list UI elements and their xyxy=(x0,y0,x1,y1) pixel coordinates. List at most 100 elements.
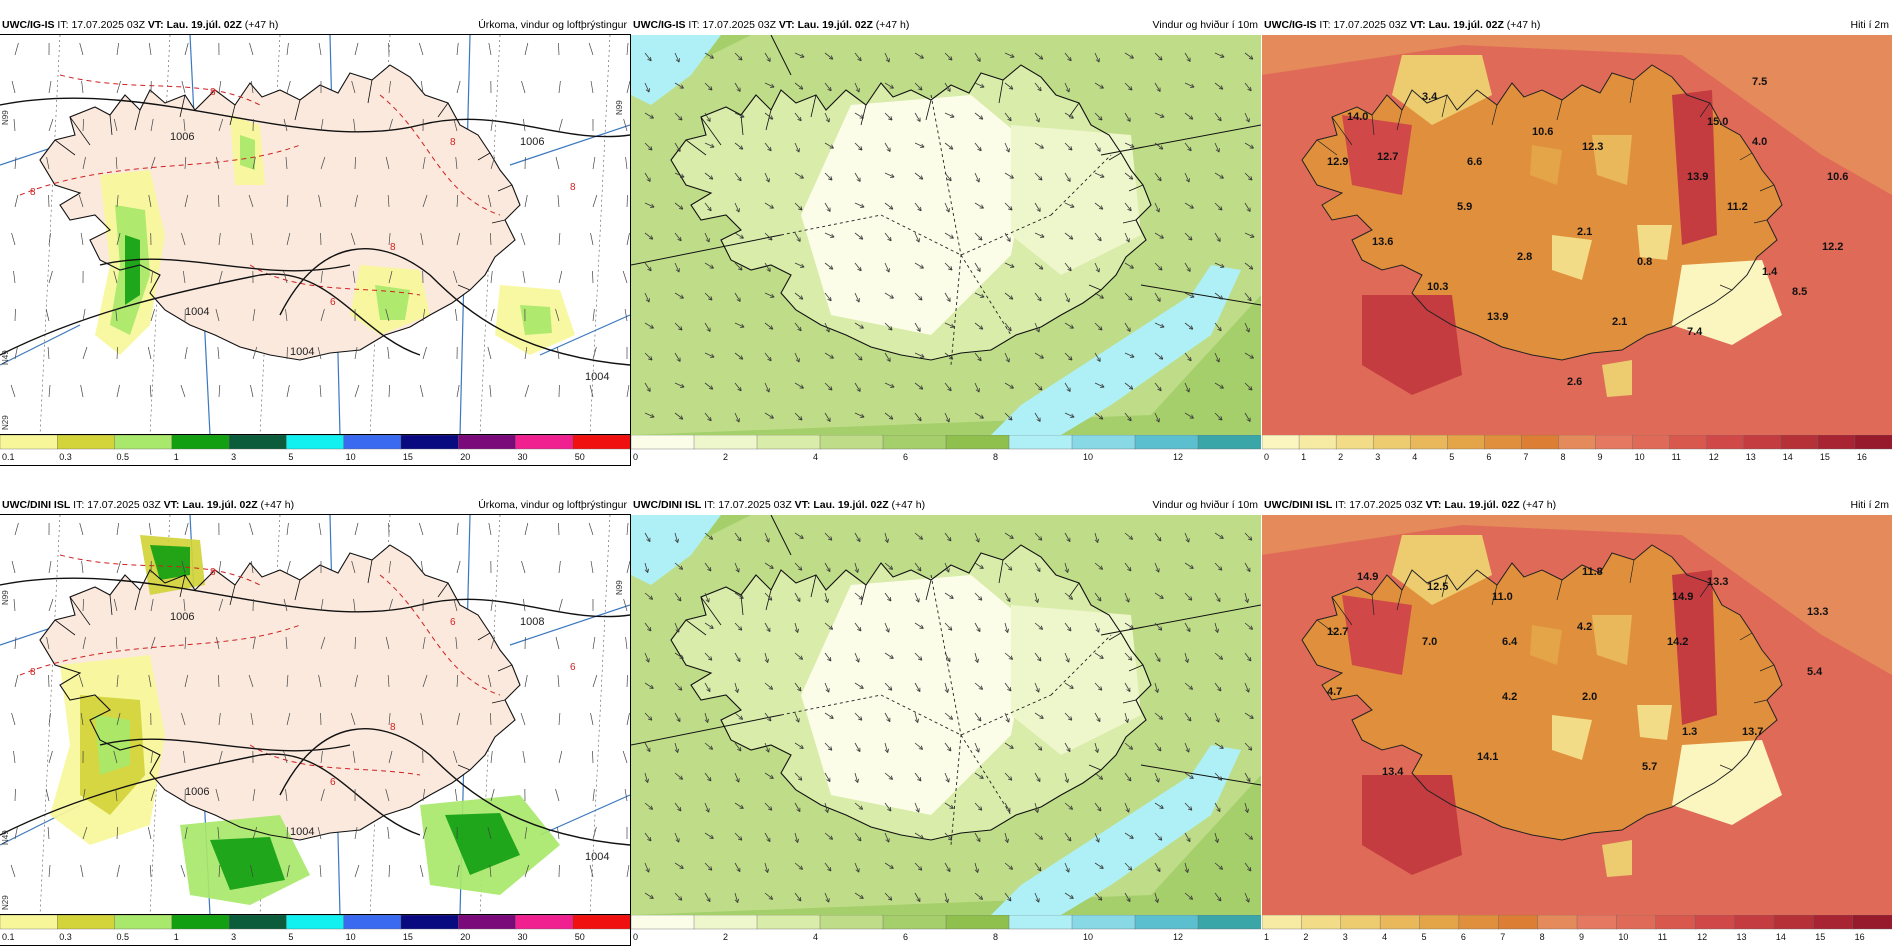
model-name: UWC/DINI ISL xyxy=(633,499,702,511)
temperature-label: 2.6 xyxy=(1567,376,1582,388)
wind-colorbar: 02468101214 xyxy=(631,915,1261,945)
temperature-label: 14.9 xyxy=(1672,591,1693,603)
colorbar-tick-label: 1 xyxy=(174,452,179,462)
temperature-label: 12.9 xyxy=(1327,156,1348,168)
it-value: 17.07.2025 03Z xyxy=(87,499,161,511)
temperature-label: 1.3 xyxy=(1682,726,1697,738)
lead-time: (+47 h) xyxy=(244,19,279,31)
colorbar-tick-label: 5 xyxy=(288,452,293,462)
colorbar-swatch xyxy=(1071,915,1136,930)
colorbar-tick-label: 4 xyxy=(1382,932,1387,942)
colorbar-swatch xyxy=(631,435,695,450)
temp-map: 14.9 12.5 11.8 13.3 11.0 14.9 13.3 12.7 7.0 6.4 4.… xyxy=(1262,515,1892,915)
colorbar-tick-label: 50 xyxy=(575,932,585,942)
it-value: 17.07.2025 03Z xyxy=(702,19,776,31)
dashed-contour-label: 8 xyxy=(210,87,216,98)
model-name: UWC/DINI ISL xyxy=(1264,499,1333,511)
colorbar-swatch xyxy=(114,435,173,450)
dashed-contour-label: 6 xyxy=(330,297,336,308)
colorbar-swatch xyxy=(1301,915,1342,930)
grid-label: N99 xyxy=(1,590,10,605)
colorbar-tick-label: 10 xyxy=(1618,932,1628,942)
temperature-label: 10.6 xyxy=(1532,126,1553,138)
temperature-label: 4.2 xyxy=(1502,691,1517,703)
colorbar-tick-label: 30 xyxy=(518,932,528,942)
colorbar-tick-label: 0 xyxy=(633,452,638,462)
colorbar-tick-label: 9 xyxy=(1598,452,1603,462)
lead-time: (+47 h) xyxy=(260,499,295,511)
temperature-label: 6.4 xyxy=(1502,636,1518,648)
colorbar-tick-label: 6 xyxy=(903,452,908,462)
panel-row2-temp: UWC/DINI ISL IT: 17.07.2025 03Z VT: Lau.… xyxy=(1262,495,1892,945)
temperature-label: 13.9 xyxy=(1687,171,1708,183)
temperature-label: 13.7 xyxy=(1742,726,1763,738)
isobar-label: 1004 xyxy=(585,371,609,383)
it-value: 17.07.2025 03Z xyxy=(71,19,145,31)
dashed-contour-label: 6 xyxy=(450,617,456,628)
colorbar-tick-label: 10 xyxy=(1635,452,1645,462)
colorbar-tick-label: 12 xyxy=(1173,932,1183,942)
lead-time: (+47 h) xyxy=(875,19,910,31)
vt-value: Lau. 19.júl. 02Z xyxy=(1428,19,1504,31)
dashed-contour-label: 8 xyxy=(450,137,456,148)
isobar-label: 1006 xyxy=(170,611,194,623)
precip-colorbar: 0.1 0.3 0.5 1 3 5 10 15 20 30 50 xyxy=(0,434,631,466)
colorbar-swatch xyxy=(1537,915,1578,930)
colorbar-swatch xyxy=(1197,435,1261,450)
vt-value: Lau. 19.júl. 02Z xyxy=(813,499,889,511)
panel-title: Úrkoma, vindur og loftþrýstingur xyxy=(478,499,627,511)
colorbar-tick-label: 9 xyxy=(1579,932,1584,942)
panel-header: UWC/IG-IS IT: 17.07.2025 03Z VT: Lau. 19… xyxy=(0,15,630,35)
colorbar-tick-label: 8 xyxy=(1561,452,1566,462)
colorbar-tick-label: 10 xyxy=(1083,452,1093,462)
temperature-label: 2.8 xyxy=(1517,251,1532,263)
lead-time: (+47 h) xyxy=(891,499,926,511)
temperature-label: 12.7 xyxy=(1377,151,1398,163)
temperature-label: 2.0 xyxy=(1582,691,1597,703)
colorbar-swatch xyxy=(57,915,116,930)
colorbar-tick-label: 6 xyxy=(1486,452,1491,462)
colorbar-swatch xyxy=(343,435,402,450)
colorbar-swatch xyxy=(1419,915,1460,930)
panel-title: Vindur og hviður í 10m xyxy=(1152,499,1258,511)
temperature-label: 13.6 xyxy=(1372,236,1393,248)
colorbar-swatch xyxy=(228,435,288,450)
colorbar-tick-label: 10 xyxy=(346,932,356,942)
dashed-contour-label: 8 xyxy=(570,182,576,193)
temperature-label: 4.0 xyxy=(1752,136,1767,148)
colorbar-tick-label: 15 xyxy=(1820,452,1830,462)
vt-value: Lau. 19.júl. 02Z xyxy=(797,19,873,31)
temperature-label: 4.7 xyxy=(1327,686,1342,698)
colorbar-tick-label: 13 xyxy=(1746,452,1756,462)
colorbar-swatch xyxy=(1817,435,1856,450)
colorbar-tick-label: 7 xyxy=(1523,452,1528,462)
temperature-label: 5.4 xyxy=(1807,666,1823,678)
colorbar-swatch xyxy=(1632,435,1671,450)
colorbar-swatch xyxy=(1773,915,1814,930)
colorbar-swatch xyxy=(1655,915,1696,930)
temperature-label: 14.0 xyxy=(1347,111,1368,123)
colorbar-tick-label: 0.1 xyxy=(2,452,15,462)
it-label: IT: xyxy=(57,19,69,31)
grid-label: N49 xyxy=(1,350,10,365)
colorbar-swatch xyxy=(1498,915,1539,930)
colorbar-tick-label: 0.3 xyxy=(59,452,72,462)
precip-colorbar: 0.1 0.3 0.5 1 3 5 10 15 20 30 50 xyxy=(0,914,631,946)
panel-row2-precip: UWC/DINI ISL IT: 17.07.2025 03Z VT: Lau.… xyxy=(0,495,631,946)
panel-header: UWC/IG-IS IT: 17.07.2025 03Z VT: Lau. 19… xyxy=(631,15,1261,35)
temperature-label: 12.2 xyxy=(1822,241,1843,253)
grid-label: N29 xyxy=(1,895,10,910)
colorbar-swatch xyxy=(286,435,345,450)
it-label: IT: xyxy=(1319,19,1331,31)
colorbar-tick-label: 4 xyxy=(813,452,818,462)
panel-title: Hiti í 2m xyxy=(1850,19,1889,31)
colorbar-swatch xyxy=(400,915,459,930)
dashed-contour-label: 6 xyxy=(330,777,336,788)
colorbar-swatch xyxy=(945,915,1010,930)
colorbar-tick-label: 1 xyxy=(1301,452,1306,462)
dashed-contour-label: 8 xyxy=(390,242,396,253)
colorbar-swatch xyxy=(1372,435,1411,450)
panel-title: Úrkoma, vindur og loftþrýstingur xyxy=(478,19,627,31)
colorbar-tick-label: 12 xyxy=(1173,452,1183,462)
dashed-contour-label: 8 xyxy=(30,667,36,678)
